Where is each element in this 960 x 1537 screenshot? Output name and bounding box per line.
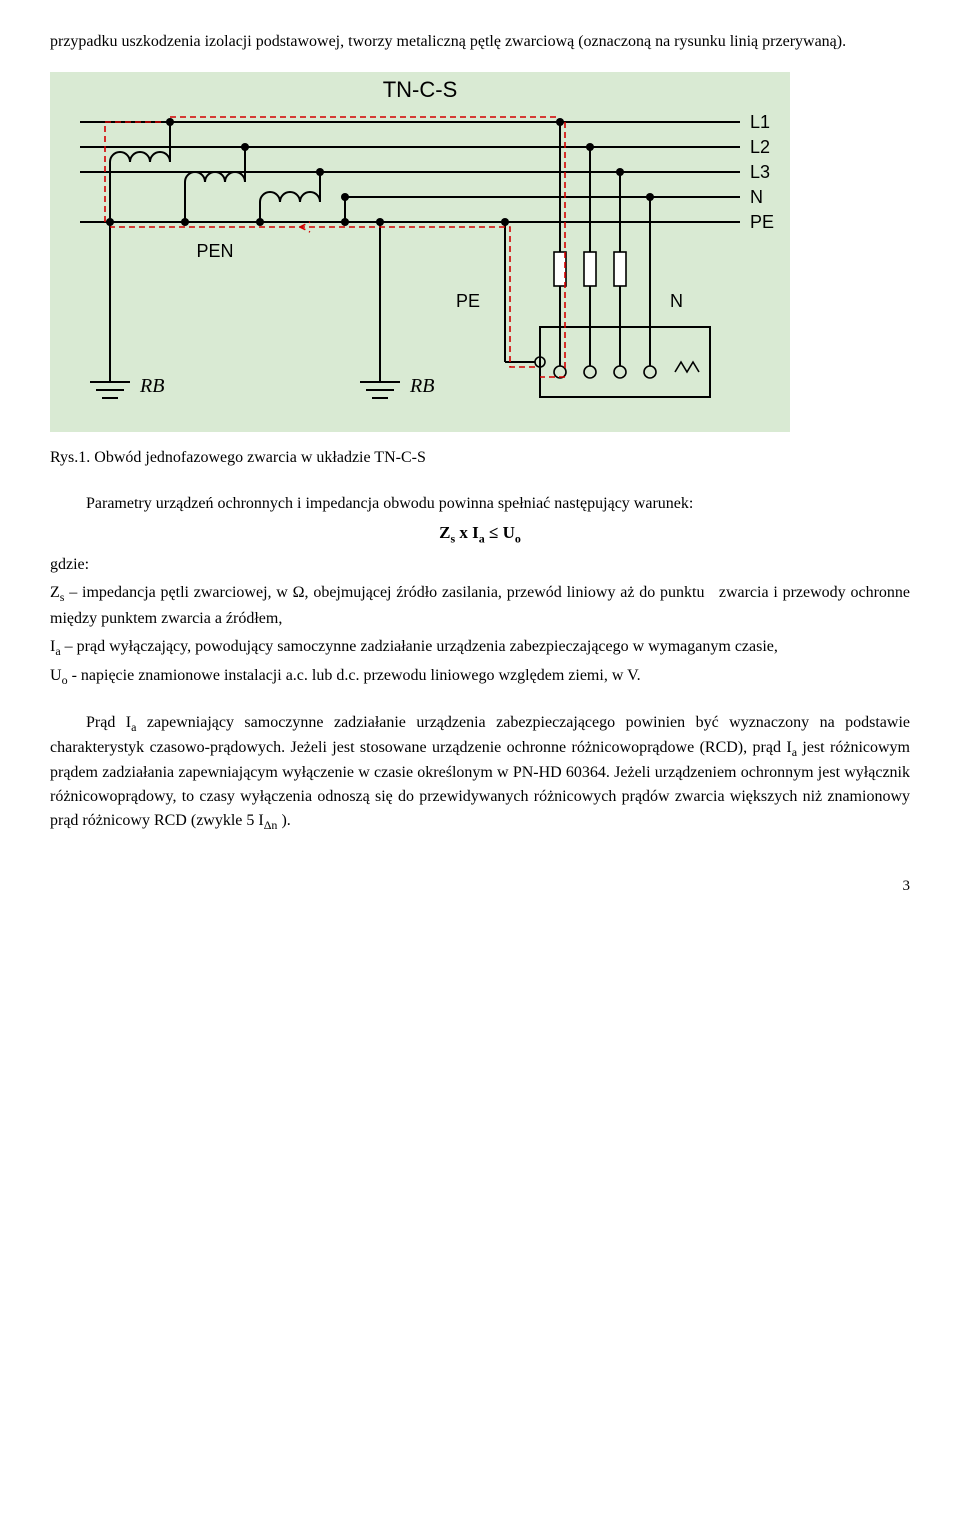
explanatory-paragraph: Prąd Ia zapewniający samoczynne zadziała…: [50, 711, 910, 835]
label-l1: L1: [750, 112, 770, 132]
label-rb-right: RB: [409, 375, 434, 397]
ia-definition: Ia – prąd wyłączający, powodujący samocz…: [50, 635, 910, 660]
figure-caption: Rys.1. Obwód jednofazowego zwarcia w ukł…: [50, 446, 910, 470]
figure-1: TN-C-S L1 L2 L3 N PE PEN RB RB: [50, 72, 910, 432]
params-lead: Parametry urządzeń ochronnych i impedanc…: [50, 492, 910, 516]
diagram-title: TN-C-S: [383, 77, 458, 102]
label-pe-drop: PE: [456, 291, 480, 311]
label-n: N: [750, 187, 763, 207]
label-pen: PEN: [196, 241, 233, 261]
uo-definition: Uo - napięcie znamionowe instalacji a.c.…: [50, 664, 910, 689]
label-rb-left: RB: [139, 375, 164, 397]
tn-c-s-diagram: TN-C-S L1 L2 L3 N PE PEN RB RB: [50, 72, 790, 432]
intro-paragraph: przypadku uszkodzenia izolacji podstawow…: [50, 30, 910, 54]
inequality-formula: Zs x Ia ≤ Uo: [50, 520, 910, 547]
label-l3: L3: [750, 162, 770, 182]
page-number: 3: [50, 875, 910, 898]
where-label: gdzie:: [50, 553, 910, 577]
label-l2: L2: [750, 137, 770, 157]
label-n-drop: N: [670, 291, 683, 311]
label-pe: PE: [750, 212, 774, 232]
zs-definition: Zs – impedancja pętli zwarciowej, w Ω, o…: [50, 581, 910, 630]
